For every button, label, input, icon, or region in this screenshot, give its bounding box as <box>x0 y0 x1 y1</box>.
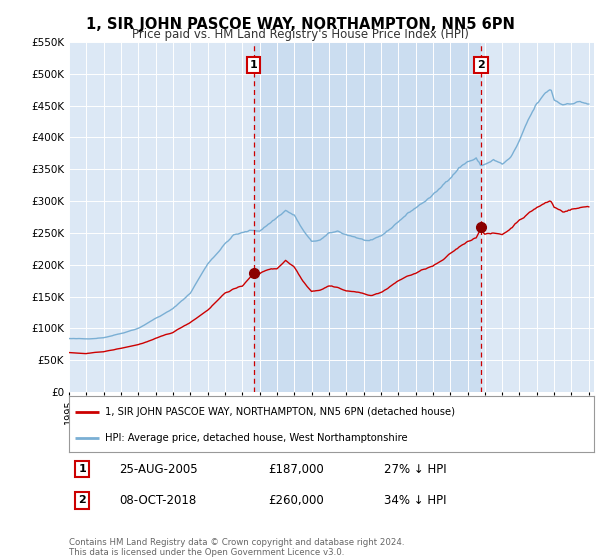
Text: Contains HM Land Registry data © Crown copyright and database right 2024.
This d: Contains HM Land Registry data © Crown c… <box>69 538 404 557</box>
Text: 2: 2 <box>477 60 485 70</box>
Text: Price paid vs. HM Land Registry's House Price Index (HPI): Price paid vs. HM Land Registry's House … <box>131 28 469 41</box>
Text: 08-OCT-2018: 08-OCT-2018 <box>119 494 196 507</box>
Text: 1: 1 <box>250 60 257 70</box>
Text: HPI: Average price, detached house, West Northamptonshire: HPI: Average price, detached house, West… <box>105 433 407 444</box>
Text: 2: 2 <box>78 496 86 506</box>
Text: 1: 1 <box>78 464 86 474</box>
Text: £187,000: £187,000 <box>269 463 324 475</box>
Text: 34% ↓ HPI: 34% ↓ HPI <box>384 494 446 507</box>
Text: £260,000: £260,000 <box>269 494 324 507</box>
Text: 1, SIR JOHN PASCOE WAY, NORTHAMPTON, NN5 6PN: 1, SIR JOHN PASCOE WAY, NORTHAMPTON, NN5… <box>86 17 514 32</box>
Text: 1, SIR JOHN PASCOE WAY, NORTHAMPTON, NN5 6PN (detached house): 1, SIR JOHN PASCOE WAY, NORTHAMPTON, NN5… <box>105 407 455 417</box>
Text: 25-AUG-2005: 25-AUG-2005 <box>119 463 197 475</box>
Bar <box>254 42 481 392</box>
Text: 27% ↓ HPI: 27% ↓ HPI <box>384 463 446 475</box>
